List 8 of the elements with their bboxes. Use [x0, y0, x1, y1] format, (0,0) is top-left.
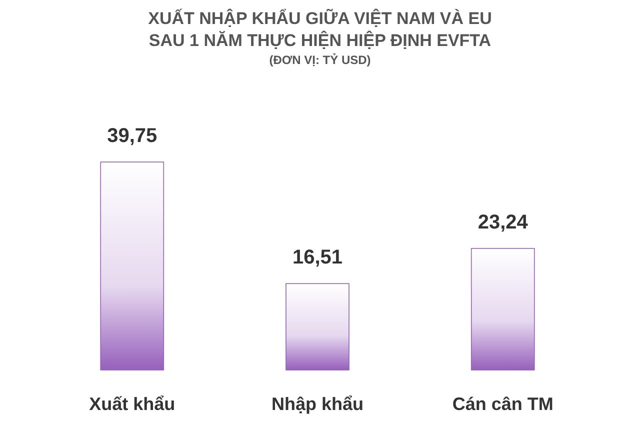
x-tick-label: Xuất khẩu — [89, 394, 176, 414]
data-label: 16,51 — [292, 246, 343, 269]
data-label: 39,75 — [107, 125, 158, 147]
data-label: 23,24 — [478, 211, 529, 234]
chart-subtitle: (ĐƠN VỊ: TỶ USD) — [269, 53, 371, 67]
x-tick-label: Cán cân TM — [452, 394, 554, 414]
x-tick-label: Nhập khẩu — [271, 394, 364, 414]
chart-title: XUẤT NHẬP KHẨU GIỮA VIỆT NAM VÀ EU SAU 1 NĂM THỰC HIỆN HIỆP ĐỊNH EVFTA — [148, 8, 492, 50]
